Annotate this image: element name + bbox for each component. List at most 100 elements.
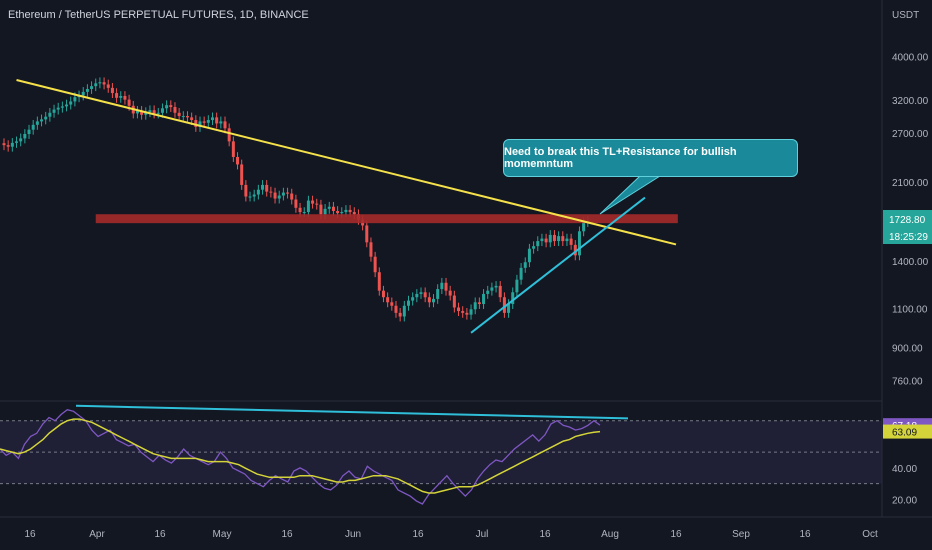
candle-body — [536, 241, 540, 247]
candle-body — [327, 206, 331, 209]
candle-body — [373, 256, 377, 273]
candle-body — [277, 195, 281, 199]
candle-body — [165, 105, 169, 109]
ascending-support-line[interactable] — [470, 196, 646, 334]
candle-body — [532, 246, 536, 249]
candle-body — [352, 212, 356, 215]
candle-body — [60, 106, 64, 108]
candle-body — [419, 292, 423, 294]
candle-body — [323, 208, 327, 215]
candle-body — [390, 302, 394, 306]
candle-body — [486, 290, 490, 294]
candle-body — [15, 141, 19, 143]
candle-body — [190, 117, 194, 121]
candle-body — [265, 184, 269, 192]
candle-body — [473, 302, 477, 310]
candle-body — [94, 83, 98, 87]
candle-body — [119, 96, 123, 98]
candle-body — [336, 210, 340, 214]
candle-body — [248, 196, 252, 198]
candle-body — [227, 128, 231, 142]
candle-body — [40, 119, 44, 122]
candle-body — [252, 194, 256, 197]
candle-body — [302, 212, 306, 214]
rsi-divergence-line[interactable] — [75, 404, 629, 420]
candle-body — [261, 184, 265, 190]
last-price-label: 1728.80 — [889, 215, 926, 226]
candle-body — [377, 272, 381, 291]
candle-body — [465, 312, 469, 315]
candle-body — [127, 99, 131, 106]
candle-body — [181, 116, 185, 118]
annotation-callout[interactable]: Need to break this TL+Resistance for bul… — [503, 139, 798, 177]
candle-body — [319, 204, 323, 215]
candle-body — [211, 117, 214, 121]
candle-body — [561, 236, 565, 242]
price-tick-label: 760.00 — [892, 376, 923, 387]
candle-body — [457, 307, 461, 312]
candle-body — [540, 238, 544, 242]
candle-body — [27, 129, 31, 135]
candle-body — [519, 267, 523, 280]
candle-body — [223, 121, 227, 129]
candle-body — [219, 121, 223, 124]
candle-body — [544, 238, 548, 243]
price-tick-label: 3200.00 — [892, 96, 929, 107]
candle-body — [557, 236, 561, 242]
candle-body — [432, 298, 436, 303]
symbol-title: Ethereum / TetherUS PERPETUAL FUTURES, 1… — [8, 9, 309, 21]
candle-body — [198, 121, 202, 127]
rsi-line[interactable] — [0, 408, 601, 505]
candle-body — [48, 112, 52, 117]
candle-body — [65, 104, 69, 107]
candle-body — [206, 120, 210, 123]
candle-body — [315, 203, 319, 205]
candle-body — [477, 302, 481, 305]
candle-body — [348, 209, 352, 213]
candle-body — [23, 134, 27, 139]
candle-body — [123, 96, 127, 100]
resistance-zone[interactable] — [95, 214, 678, 224]
time-tick-label: 16 — [412, 529, 424, 540]
descending-trendline[interactable] — [16, 79, 677, 246]
time-tick-label: Aug — [601, 529, 619, 540]
candle-body — [515, 279, 519, 293]
candle-body — [135, 110, 139, 114]
time-tick-label: May — [213, 529, 232, 540]
time-tick-label: 16 — [670, 529, 682, 540]
candle-body — [194, 120, 198, 127]
candle-body — [156, 112, 160, 114]
candle-body — [582, 222, 586, 232]
rsi-tick-label: 63.09 — [892, 428, 917, 439]
candle-body — [177, 112, 181, 117]
candle-body — [469, 309, 473, 315]
candle-body — [10, 142, 14, 147]
candle-body — [406, 300, 410, 306]
time-tick-label: 16 — [539, 529, 551, 540]
time-tick-label: 16 — [799, 529, 811, 540]
time-tick-label: Oct — [862, 529, 878, 540]
candle-body — [73, 97, 77, 102]
candle-body — [490, 287, 494, 291]
rsi-moving-average[interactable] — [0, 418, 601, 494]
countdown-badge — [883, 229, 932, 244]
candle-body — [298, 207, 302, 213]
time-axis[interactable]: 16 Apr 16 May 16 Jun 16 Jul 16 Aug 16 Sep 16 Oct — [24, 529, 878, 540]
candle-body — [565, 238, 569, 242]
candle-body — [552, 234, 556, 242]
candle-body — [494, 285, 498, 288]
candle-body — [415, 293, 419, 298]
candle-body — [448, 290, 452, 296]
price-tick-label: 1100.00 — [892, 304, 928, 315]
countdown-label: 18:25:29 — [889, 232, 928, 243]
candle-body — [482, 293, 486, 305]
candle-body — [269, 191, 273, 193]
candle-body — [52, 109, 56, 113]
candle-body — [169, 105, 173, 108]
candle-body — [569, 238, 573, 245]
candle-body — [244, 184, 248, 197]
candle-body — [152, 110, 156, 114]
candle-body — [98, 82, 102, 84]
